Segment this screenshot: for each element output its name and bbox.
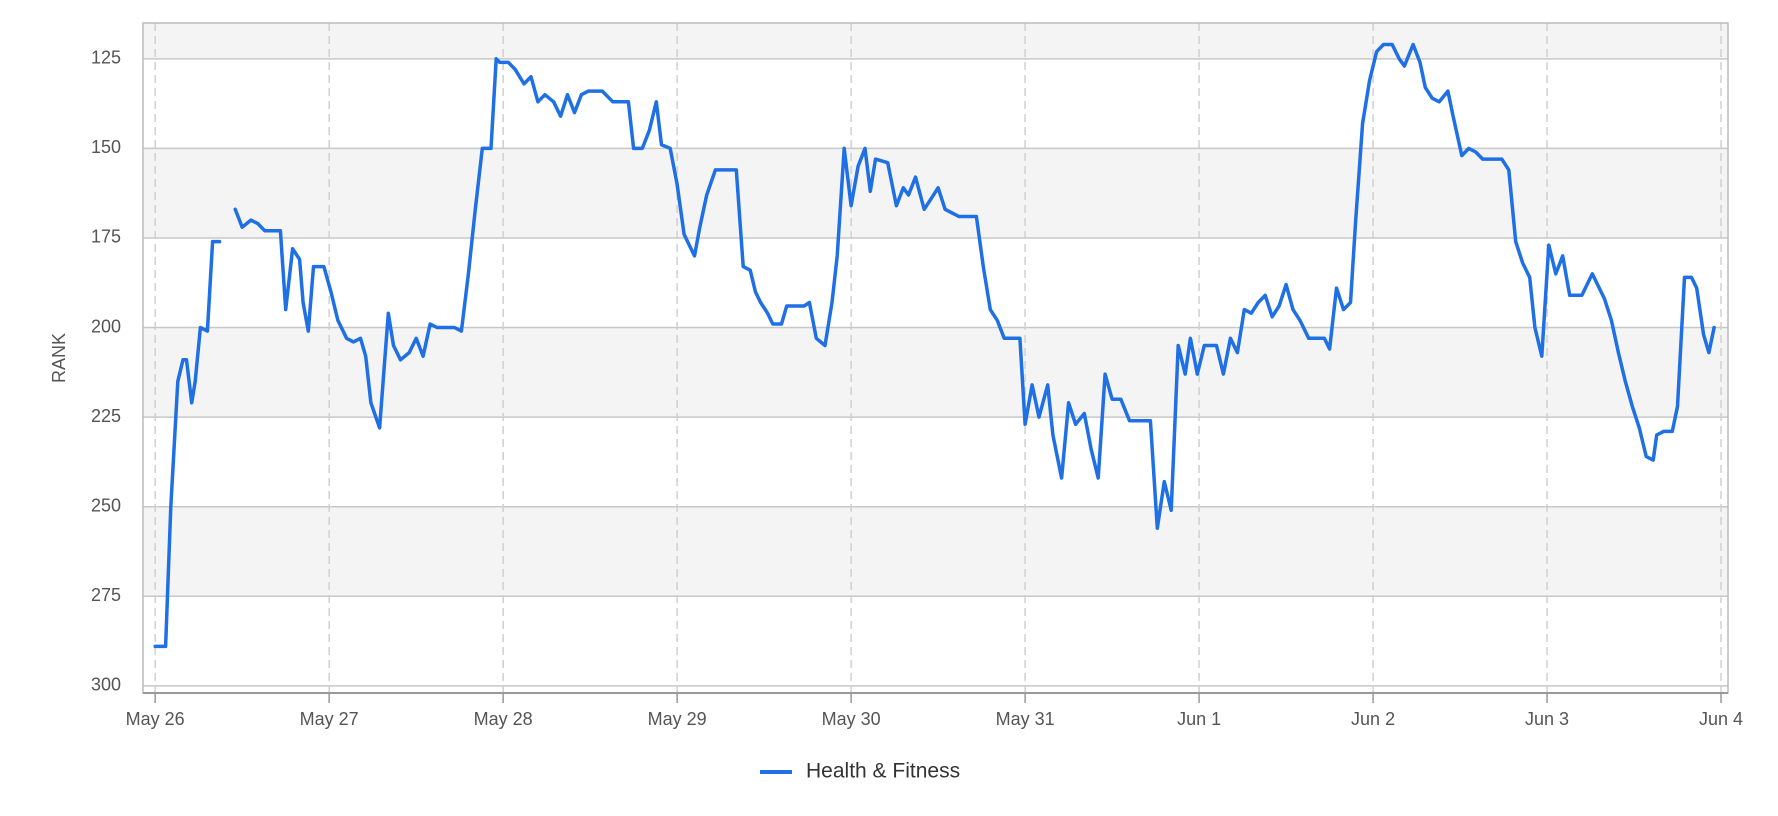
x-tick-label: May 27 bbox=[300, 709, 359, 729]
series-line bbox=[153, 42, 1716, 649]
x-tick-label: Jun 3 bbox=[1525, 709, 1569, 729]
plot-area bbox=[143, 23, 1728, 597]
y-axis-title: RANK bbox=[49, 333, 69, 383]
plot-band bbox=[143, 506, 1728, 597]
x-tick-label: May 28 bbox=[474, 709, 533, 729]
x-tick-label: Jun 4 bbox=[1699, 709, 1743, 729]
y-tick-label: 300 bbox=[91, 675, 121, 695]
y-tick-label: 200 bbox=[91, 316, 121, 336]
plot-band bbox=[143, 327, 1728, 418]
y-tick-label: 150 bbox=[91, 137, 121, 157]
x-tick-label: May 26 bbox=[126, 709, 185, 729]
x-tick-label: Jun 2 bbox=[1351, 709, 1395, 729]
y-tick-label: 225 bbox=[91, 406, 121, 426]
y-tick-label: 175 bbox=[91, 227, 121, 247]
x-tick-label: May 30 bbox=[822, 709, 881, 729]
legend-label: Health & Fitness bbox=[806, 760, 960, 783]
plot-band bbox=[143, 23, 1728, 59]
x-tick-label: Jun 1 bbox=[1177, 709, 1221, 729]
x-tick-label: May 31 bbox=[996, 709, 1055, 729]
x-tick-label: May 29 bbox=[648, 709, 707, 729]
y-tick-label: 125 bbox=[91, 48, 121, 68]
y-tick-label: 275 bbox=[91, 585, 121, 605]
y-tick-label: 250 bbox=[91, 495, 121, 515]
